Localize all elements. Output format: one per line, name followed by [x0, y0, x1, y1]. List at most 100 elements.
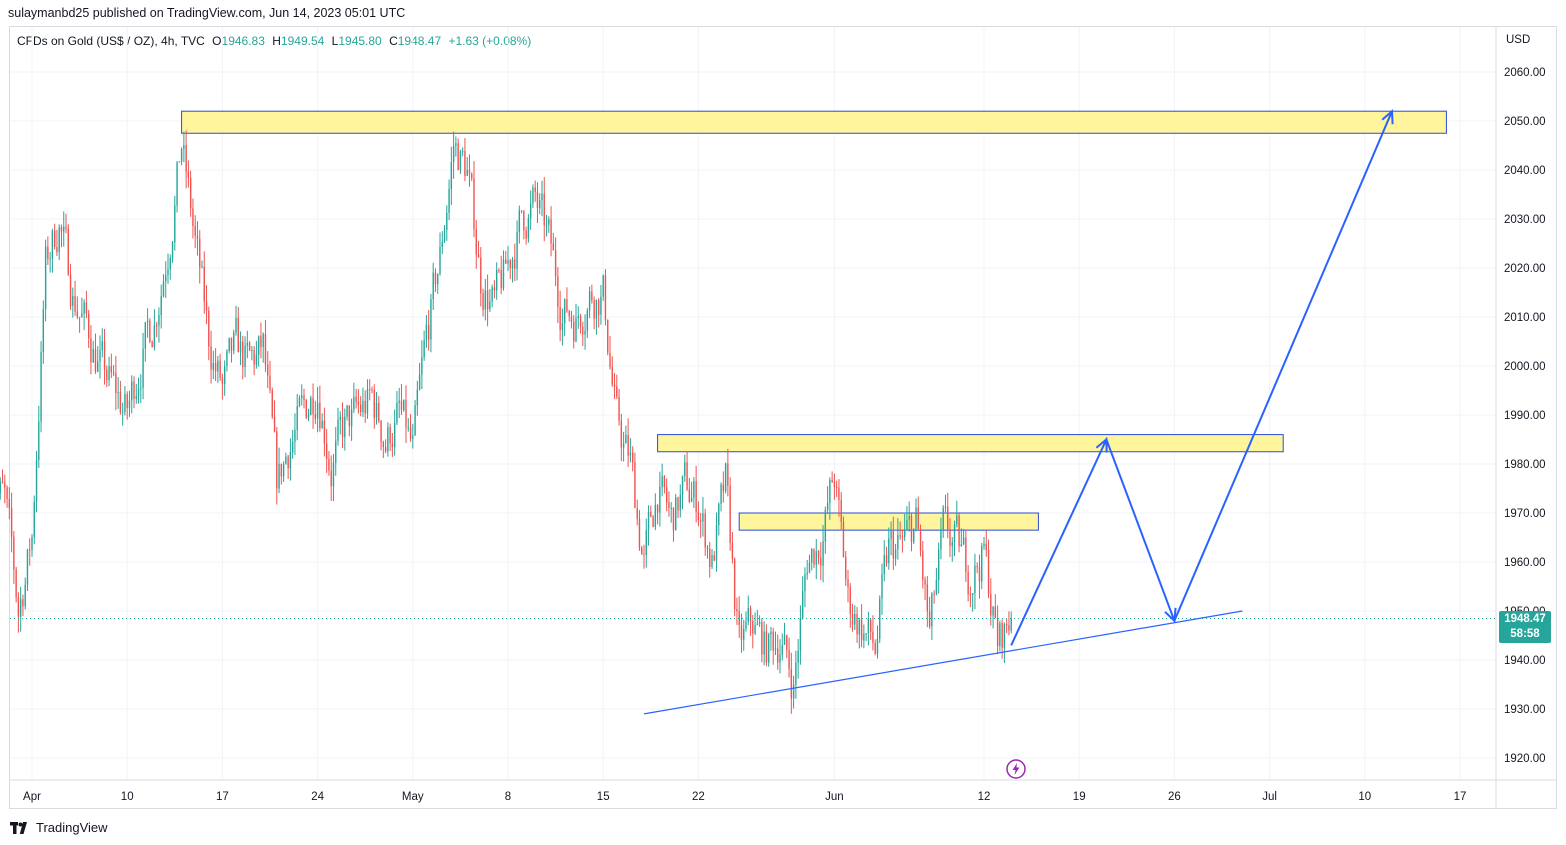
candle-body: [1008, 624, 1010, 631]
candle-body: [772, 631, 774, 651]
candle-body: [192, 208, 194, 226]
arrowhead: [1164, 607, 1177, 623]
chart-frame: [9, 26, 1557, 809]
candle-body: [677, 497, 679, 511]
candle-body: [287, 456, 289, 469]
candle-body: [430, 299, 432, 340]
symbol-legend: CFDs on Gold (US$ / OZ), 4h, TVC O1946.8…: [17, 34, 531, 48]
candle-body: [149, 320, 151, 342]
candle-body: [491, 287, 493, 302]
candle-body: [532, 187, 534, 204]
candle-body: [131, 381, 133, 401]
lightning-icon[interactable]: [1006, 759, 1026, 779]
candle-body: [745, 621, 747, 629]
candle-body: [87, 313, 90, 339]
candle-body: [298, 398, 301, 407]
candle-body: [40, 352, 42, 422]
symbol-name[interactable]: CFDs on Gold (US$ / OZ), 4h, TVC: [17, 34, 205, 48]
candle-body: [69, 274, 72, 306]
candle-body: [820, 557, 822, 566]
resistance-zone: [657, 434, 1284, 453]
candle-body: [339, 416, 341, 420]
candle-body: [85, 302, 88, 314]
candle-body: [613, 384, 616, 387]
candle-body: [511, 259, 514, 269]
candle-body: [303, 395, 305, 400]
candle-body: [505, 259, 507, 264]
time-axis[interactable]: Apr 10 17 24 May 8 15 22 Jun 12 19 26 Jul 10 17: [23, 791, 1466, 803]
candle-body: [713, 555, 715, 561]
candle-body: [74, 295, 76, 312]
candle-body: [1001, 623, 1003, 648]
tradingview-logo-icon: [10, 821, 27, 834]
candle-body: [944, 506, 947, 508]
candle-body: [523, 211, 525, 231]
candle-body: [643, 554, 645, 556]
close-value: 1948.47: [397, 34, 442, 48]
candle-body: [412, 435, 414, 439]
candle-body: [879, 598, 881, 639]
price-tick-label: 1960.00: [1504, 557, 1546, 569]
candle-body: [650, 511, 652, 517]
candle-body: [670, 507, 672, 509]
candle-body: [344, 416, 346, 437]
candle-body: [817, 551, 820, 558]
candle-body: [792, 684, 795, 699]
candle-body: [833, 482, 836, 488]
brand-name[interactable]: TradingView: [36, 820, 108, 835]
candle-body: [185, 145, 187, 172]
candle-body: [76, 311, 79, 317]
candle-body: [22, 599, 24, 607]
candle-body: [684, 462, 686, 477]
candle-body: [849, 587, 851, 614]
arrowhead: [1381, 109, 1394, 125]
candle-body: [97, 361, 99, 372]
price-axis[interactable]: 1920.001930.001940.001950.001960.001970.…: [1504, 67, 1546, 765]
candle-body: [686, 462, 688, 490]
candle-body: [128, 400, 131, 409]
candle-body: [1, 481, 4, 483]
candle-body: [659, 486, 661, 513]
candle-body: [960, 544, 963, 547]
candle-body: [647, 511, 650, 531]
candle-body: [267, 364, 269, 376]
candle-body: [654, 504, 657, 527]
candle-body: [557, 276, 559, 308]
candle-body: [609, 352, 611, 368]
candle-body: [668, 502, 670, 509]
candle-body: [253, 349, 255, 365]
price-tick-label: 1970.00: [1504, 508, 1546, 520]
candle-body: [482, 293, 484, 310]
candle-body: [135, 396, 137, 399]
candle-body: [418, 374, 421, 390]
candle-body: [31, 536, 33, 550]
candle-body: [29, 549, 31, 551]
candle-body: [851, 613, 854, 625]
candle-body: [797, 650, 799, 663]
candle-body: [752, 621, 754, 634]
candle-body: [133, 381, 135, 399]
candle-body: [749, 608, 752, 622]
candle-body: [969, 594, 972, 596]
candle-body: [525, 230, 527, 239]
time-tick-label: Apr: [23, 791, 41, 803]
candle-body: [579, 315, 582, 327]
candle-body: [854, 613, 856, 625]
candle-body: [321, 420, 323, 429]
candle-body: [831, 479, 833, 483]
candle-body: [656, 504, 659, 513]
candle-body: [353, 396, 355, 410]
currency-label[interactable]: USD: [1506, 34, 1531, 46]
candle-body: [949, 529, 951, 547]
candle-body: [520, 210, 523, 212]
candle-body: [724, 463, 727, 492]
candle-body: [577, 315, 579, 318]
candle-body: [214, 362, 217, 372]
candle-body: [983, 543, 985, 547]
candle-body: [718, 503, 720, 526]
candle-body: [985, 543, 987, 550]
candle-body: [126, 394, 128, 409]
candle-body: [208, 310, 210, 347]
candle-body: [81, 313, 83, 318]
